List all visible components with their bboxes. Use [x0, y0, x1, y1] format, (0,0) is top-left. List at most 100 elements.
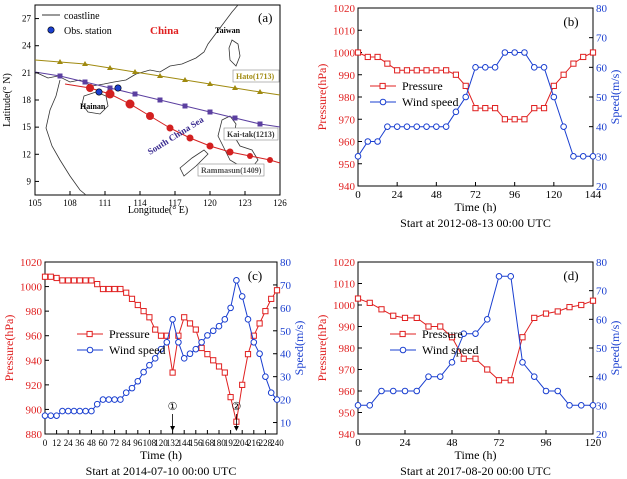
pressure-point: [542, 310, 550, 317]
wind-speed-point: [221, 316, 229, 323]
x-tick-label: 108: [143, 438, 157, 448]
rammasun-track-point: [125, 99, 135, 109]
pressure-point: [589, 297, 597, 304]
pressure-point: [443, 67, 450, 74]
pressure-point: [482, 105, 489, 112]
pressure-point: [390, 312, 397, 319]
y-right-tick-label: 80: [596, 257, 608, 269]
map-x-tick-label: 114: [133, 198, 147, 208]
taiwan-label: Taiwan: [215, 26, 241, 35]
wind-speed-point: [262, 373, 269, 380]
wind-speed-point: [511, 49, 518, 56]
hato-track-point: [132, 69, 138, 74]
station-1: [95, 88, 103, 96]
x-tick-label: 0: [43, 438, 48, 448]
y-left-tick-label: 1020: [333, 257, 356, 269]
legend-coastline-label: coastline: [64, 11, 100, 22]
y-right-tick-label: 50: [596, 343, 608, 355]
pressure-point: [140, 308, 147, 315]
wind-speed-point: [122, 389, 130, 397]
y-right-tick-label: 30: [596, 151, 608, 163]
legend-pressure-label: Pressure: [422, 327, 463, 341]
pressure-point: [589, 49, 597, 56]
pressure-point: [146, 314, 153, 321]
y-left-tick-label: 970: [339, 114, 356, 126]
philippines-coastline: [217, 115, 259, 171]
y-right-tick-label: 40: [280, 349, 292, 361]
wind-speed-point: [227, 304, 234, 312]
x-tick-label: 228: [259, 438, 273, 448]
pressure-point: [117, 285, 124, 293]
pressure-point: [88, 277, 95, 284]
rammasun-track-point: [247, 153, 253, 159]
x-tick-label: 156: [189, 438, 203, 448]
y-right-axis-label: Speed(m/s): [292, 321, 306, 376]
pressure-point: [554, 308, 561, 315]
wind-speed-point: [436, 373, 444, 380]
pressure-point: [244, 351, 252, 358]
wind-speed-point: [384, 123, 391, 130]
rammasun-track-point: [105, 89, 115, 99]
wind-speed-point: [88, 407, 95, 415]
pressure-point: [53, 274, 60, 282]
wind-speed-point: [175, 338, 182, 346]
pressure-point: [364, 53, 371, 61]
wind-speed-point: [589, 402, 597, 409]
pressure-point: [239, 381, 246, 388]
kaitak-label: Kai-tak(1213): [227, 130, 275, 139]
y-right-tick-label: 60: [596, 314, 608, 326]
x-tick-label: 96: [509, 189, 521, 201]
pressure-point: [501, 116, 508, 123]
pressure-point: [70, 277, 78, 284]
x-tick-label: 204: [235, 438, 249, 448]
y-right-axis-label: Speed(m/s): [608, 321, 622, 376]
wind-speed-point: [157, 345, 165, 353]
hato-label: Hato(1713): [236, 72, 275, 81]
rammasun-label: Rammasun(1409): [201, 166, 262, 175]
wind-speed-point: [364, 138, 372, 145]
wind-speed-point: [146, 361, 153, 369]
y-left-tick-label: 1000: [20, 282, 43, 294]
wind-speed-point: [70, 407, 78, 415]
y-right-tick-label: 30: [280, 372, 292, 384]
legend-station-label: Obs. station: [64, 26, 112, 37]
map-x-ticks: 105 108 111 114 117 120 123 126: [28, 191, 287, 208]
pressure-point: [59, 277, 66, 284]
y-left-tick-label: 990: [339, 70, 356, 82]
rammasun-track-point: [186, 134, 194, 142]
wind-speed-point: [215, 322, 223, 330]
wind-speed-point: [393, 123, 401, 130]
map-y-tick-label: 15: [22, 122, 32, 132]
pressure-point: [521, 116, 528, 123]
x-tick-label: 48: [431, 189, 443, 201]
pressure-point: [423, 67, 430, 74]
wind-speed-point: [256, 350, 263, 358]
coastline-mainland: [34, 4, 239, 87]
chart-panel-b: 0 24 48 72 96 120 144 940 950 960 970 980 990 1000 101…: [315, 3, 622, 230]
pressure-point: [134, 301, 141, 309]
map-x-tick-label: 126: [273, 198, 287, 208]
panel-label: (b): [563, 14, 578, 29]
pressure-point: [531, 105, 538, 112]
x-tick-label: 48: [447, 437, 459, 449]
y-left-tick-label: 1010: [333, 25, 356, 37]
pressure-point: [540, 105, 548, 112]
pressure-point: [413, 314, 420, 321]
pressure-point: [256, 320, 263, 327]
taiwan-coastline: [228, 39, 241, 67]
plot-frame: [357, 261, 594, 435]
pressure-point: [354, 295, 362, 302]
y-left-tick-label: 980: [339, 92, 356, 104]
wind-speed-point: [93, 400, 101, 408]
map-panel: coastline Obs. station (a) China Taiwan …: [2, 4, 287, 216]
wind-speed-point: [570, 153, 577, 160]
wind-speed-point: [589, 153, 597, 160]
x-axis-label: Time (h): [455, 200, 497, 214]
pressure-point: [519, 334, 526, 341]
y-left-tick-label: 920: [26, 380, 43, 392]
wind-speed-point: [374, 138, 381, 145]
wind-speed-point: [128, 384, 136, 392]
wind-speed-point: [186, 350, 194, 358]
kaitak-track-point: [232, 115, 238, 121]
